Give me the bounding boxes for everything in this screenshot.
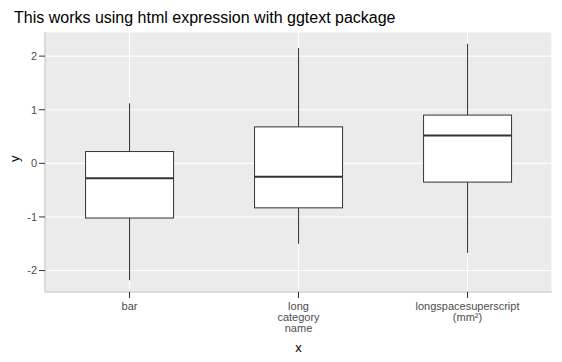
svg-text:-1: -1	[27, 211, 37, 223]
svg-text:2: 2	[31, 50, 37, 62]
svg-text:x: x	[295, 340, 302, 354]
svg-text:y: y	[8, 155, 22, 162]
svg-text:bar: bar	[122, 300, 138, 312]
svg-text:0: 0	[31, 157, 37, 169]
svg-text:-2: -2	[27, 264, 37, 276]
svg-text:longcategoryname: longcategoryname	[277, 300, 320, 334]
svg-text:longspacesuperscript(mm²): longspacesuperscript(mm²)	[416, 300, 520, 323]
svg-text:1: 1	[31, 104, 37, 116]
html-text:This works using html expressi: This works using html expression with gg…	[14, 9, 396, 26]
